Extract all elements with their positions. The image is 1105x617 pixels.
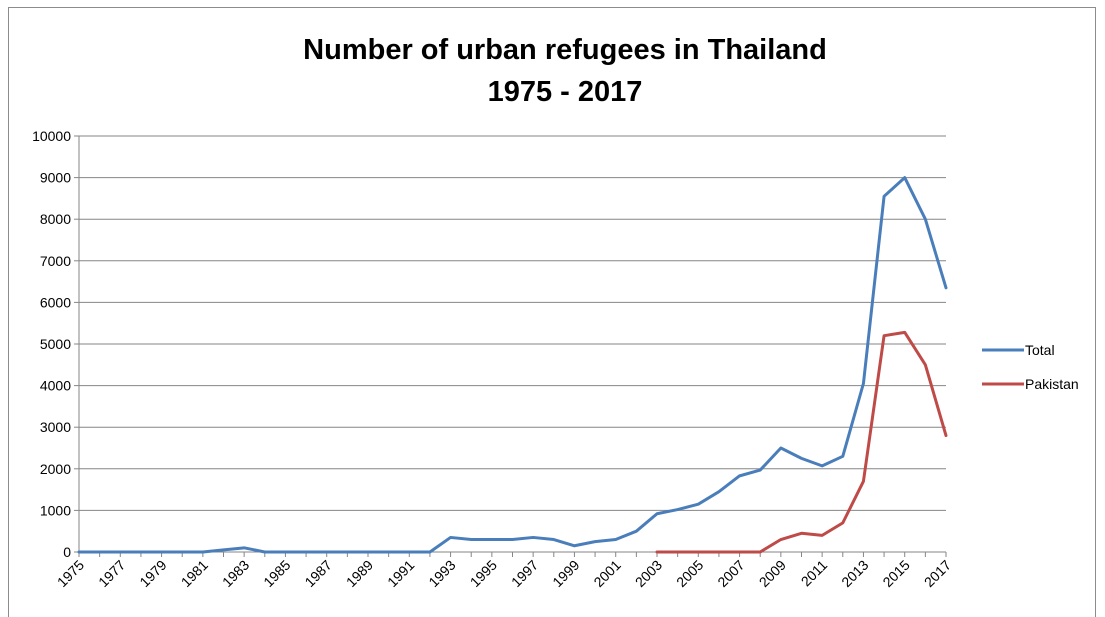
series-line-pakistan xyxy=(655,330,948,554)
y-tick-label: 2000 xyxy=(40,461,71,477)
x-tick-label: 2005 xyxy=(673,557,706,590)
x-tick-label: 1987 xyxy=(301,557,334,590)
y-tick-label: 1000 xyxy=(40,502,71,518)
y-tick-label: 10000 xyxy=(32,128,71,144)
y-tick-label: 8000 xyxy=(40,211,71,227)
x-tick-label: 1997 xyxy=(508,557,541,590)
y-tick-label: 0 xyxy=(63,544,71,560)
x-tick-label: 2013 xyxy=(838,557,871,590)
series-lines xyxy=(77,176,948,554)
x-tick-label: 1999 xyxy=(549,557,582,590)
y-tick-label: 4000 xyxy=(40,378,71,394)
x-tick-label: 1985 xyxy=(260,557,293,590)
axes xyxy=(74,135,947,557)
legend-label-pakistan: Pakistan xyxy=(1025,376,1079,392)
x-tick-label: 1991 xyxy=(384,557,417,590)
x-tick-label: 1995 xyxy=(467,557,500,590)
x-tick-label: 2015 xyxy=(879,557,912,590)
chart-title-line-1: Number of urban refugees in Thailand xyxy=(303,34,827,66)
x-tick-label: 1983 xyxy=(219,557,252,590)
legend: Total Pakistan xyxy=(982,342,1079,392)
series-line-total xyxy=(77,176,948,554)
x-tick-label: 1975 xyxy=(54,557,87,590)
x-tick-label: 1979 xyxy=(136,557,169,590)
x-tick-label: 2003 xyxy=(632,557,665,590)
x-tick-label: 2009 xyxy=(756,557,789,590)
y-axis-tick-labels: 0 1000 2000 3000 4000 5000 6000 7000 8000 9000 100… xyxy=(32,128,71,560)
y-tick-label: 3000 xyxy=(40,419,71,435)
x-tick-label: 1993 xyxy=(425,557,458,590)
gridlines xyxy=(79,135,946,511)
y-tick-label: 6000 xyxy=(40,294,71,310)
x-tick-label: 1989 xyxy=(343,557,376,590)
chart-frame xyxy=(8,7,1096,617)
y-tick-label: 7000 xyxy=(40,253,71,269)
x-tick-label: 2011 xyxy=(798,557,831,590)
x-axis-tick-labels: 1975 1977 1979 1981 1983 1985 1987 1989 1991 1993… xyxy=(54,557,954,590)
legend-label-total: Total xyxy=(1025,342,1055,358)
x-tick-label: 2007 xyxy=(714,557,747,590)
y-tick-label: 9000 xyxy=(40,170,71,186)
y-tick-label: 5000 xyxy=(40,336,71,352)
x-tick-label: 2017 xyxy=(921,557,954,590)
chart-title-line-2: 1975 - 2017 xyxy=(488,76,643,108)
x-tick-label: 1981 xyxy=(178,557,211,590)
x-tick-label: 1977 xyxy=(95,557,128,590)
x-tick-label: 2001 xyxy=(590,557,623,590)
